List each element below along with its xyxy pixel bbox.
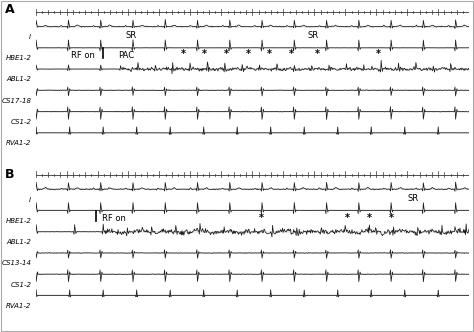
Text: CS13-14: CS13-14 — [1, 260, 31, 266]
Text: B: B — [5, 168, 14, 181]
Text: *: * — [367, 213, 372, 223]
Text: CS17-18: CS17-18 — [1, 98, 31, 104]
Text: *: * — [346, 213, 350, 223]
Text: *: * — [289, 49, 294, 59]
Text: *: * — [267, 49, 272, 59]
Text: *: * — [246, 49, 251, 59]
Text: SR: SR — [308, 31, 319, 40]
Text: *: * — [181, 49, 185, 59]
Text: RF on: RF on — [71, 51, 95, 60]
Text: ABL1-2: ABL1-2 — [6, 76, 31, 82]
Text: RF on: RF on — [102, 214, 126, 223]
Text: SR: SR — [407, 194, 419, 203]
Text: ABL1-2: ABL1-2 — [6, 239, 31, 245]
Text: RVA1-2: RVA1-2 — [6, 140, 31, 146]
Text: A: A — [5, 3, 14, 16]
Text: HBE1-2: HBE1-2 — [5, 218, 31, 224]
Text: *: * — [315, 49, 320, 59]
Text: *: * — [376, 49, 381, 59]
Text: *: * — [202, 49, 207, 59]
Text: *: * — [389, 213, 394, 223]
Text: PAC: PAC — [118, 51, 135, 60]
Text: I: I — [29, 197, 31, 203]
Text: CS1-2: CS1-2 — [10, 282, 31, 288]
Text: I: I — [29, 34, 31, 40]
Text: *: * — [259, 213, 264, 223]
Text: *: * — [224, 49, 229, 59]
Text: RVA1-2: RVA1-2 — [6, 303, 31, 309]
Text: SR: SR — [126, 31, 137, 40]
Text: CS1-2: CS1-2 — [10, 119, 31, 125]
Text: HBE1-2: HBE1-2 — [5, 55, 31, 61]
